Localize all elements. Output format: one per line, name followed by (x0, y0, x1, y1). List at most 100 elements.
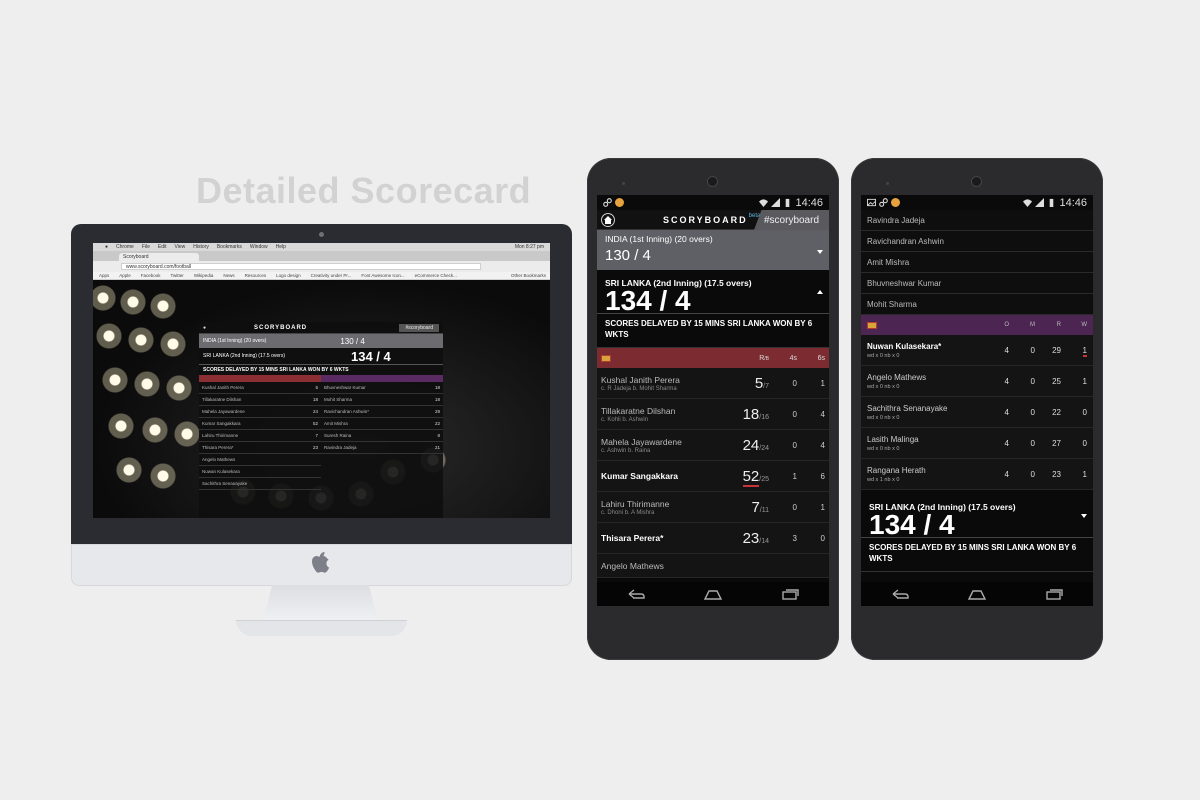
home-icon[interactable] (601, 212, 615, 227)
menu-item[interactable]: Chrome (116, 244, 134, 250)
table-row[interactable]: Kumar Sangakkara 52/25 1 6 (597, 461, 829, 492)
runs: 5 (315, 385, 318, 390)
hashtag-tab[interactable]: #scoryboard (754, 210, 829, 230)
table-row[interactable]: Lasith Malinga wd x 0 nb x 0 4 0 27 0 (861, 428, 1093, 459)
recents-icon[interactable] (1043, 587, 1065, 601)
list-item[interactable]: Amit Mishra (861, 252, 1093, 273)
table-row[interactable]: Lahiru Thirimanne c. Dhoni b. A Mishra 7/… (597, 492, 829, 523)
hashtag-tab[interactable]: #scoryboard (399, 323, 439, 332)
team2-innings-bar[interactable]: SRI LANKA (2nd Inning) (17.5 overs) 134 … (597, 270, 829, 315)
menubar-apple-icon[interactable]: ● (105, 244, 109, 250)
browser-tab-strip: Scoryboard (93, 251, 550, 261)
header-overs: O (1004, 322, 1009, 328)
table-row[interactable]: Nuwan Kulasekara* wd x 0 nb x 0 4 0 29 1 (861, 335, 1093, 366)
runs: 29 (1052, 345, 1061, 355)
team2-bar[interactable]: SRI LANKA (2nd Inning) (17.5 overs) 134 … (199, 348, 443, 365)
table-row[interactable]: Mohit Sharma 18 (321, 394, 443, 406)
bookmark-item[interactable]: Font Awesome Icon... (361, 273, 405, 278)
team1-bar[interactable]: INDIA (1st Inning) (20 overs) 130 / 4 (199, 334, 443, 348)
team2-innings-bar[interactable]: SRI LANKA (2nd Inning) (17.5 overs) 134 … (861, 494, 1093, 539)
table-row[interactable]: Rangana Herath wd x 1 nb x 0 4 0 23 1 (861, 459, 1093, 490)
table-row[interactable]: Amit Mishra 22 (321, 418, 443, 430)
menu-item[interactable]: File (141, 244, 150, 250)
address-bar[interactable]: www.scoryboard.com/football (121, 263, 481, 270)
bookmark-item[interactable]: Logo design (276, 273, 301, 278)
imac-device: ● Chrome File Edit View History Bookmark… (71, 224, 572, 586)
phone-camera (971, 176, 982, 187)
chevron-down-icon[interactable] (1081, 514, 1087, 518)
player-name: Kumar Sangakkara (202, 421, 241, 426)
player-name: Thisara Perera* (202, 445, 234, 450)
table-row[interactable]: Ravichandran Ashwin* 29 (321, 406, 443, 418)
dismissal: c. R Jadeja b. Mohit Sharma (601, 385, 677, 392)
browser-tab[interactable]: Scoryboard (119, 253, 199, 261)
team1-score: 130 / 4 (340, 336, 365, 346)
table-row[interactable]: Kumar Sangakkara 52 (199, 418, 321, 430)
table-row[interactable]: Angelo Mathews (597, 554, 829, 578)
table-row[interactable]: Thisara Perera* 23 (199, 442, 321, 454)
player-name: Lasith Malinga (867, 434, 919, 444)
menu-item[interactable]: Window (249, 244, 268, 250)
bookmark-item[interactable]: Wikipedia (193, 273, 214, 278)
table-row[interactable]: Angelo Mathews (199, 454, 321, 466)
phone-sensor (622, 182, 625, 185)
menu-item[interactable]: History (193, 244, 209, 250)
menu-item[interactable]: Help (275, 244, 286, 250)
header-maidens: M (1030, 322, 1035, 328)
table-row[interactable]: Bhuvneshwar Kumar 18 (321, 382, 443, 394)
table-row[interactable]: Kushal Janith Perera 5 (199, 382, 321, 394)
nav-home-icon[interactable] (966, 587, 988, 601)
menu-item[interactable]: Bookmarks (216, 244, 242, 250)
nav-home-icon[interactable] (702, 587, 724, 601)
bookmark-item[interactable]: Resources (244, 273, 267, 278)
sixes: 1 (820, 378, 825, 388)
table-row[interactable]: Sachithra Senanayake wd x 0 nb x 0 4 0 22… (861, 397, 1093, 428)
table-row[interactable]: Mahela Jayawardene 24 (199, 406, 321, 418)
runs: 7 (315, 433, 318, 438)
table-row[interactable]: Sachithra Senanayake (199, 478, 321, 490)
team-flag-icon (867, 321, 877, 329)
menu-item[interactable]: View (174, 244, 186, 250)
app-notification-icon (615, 198, 624, 207)
table-row[interactable]: Tillakaratne Dilshan c. Kohli b. Ashwin 1… (597, 399, 829, 430)
extras: wd x 1 nb x 0 (867, 476, 900, 483)
chevron-up-icon[interactable] (817, 290, 823, 294)
bookmark-item[interactable]: eCommerce Check... (414, 273, 457, 278)
player-name: Kushal Janith Perera (601, 374, 680, 385)
team2-label: SRI LANKA (2nd Inning) (17.5 overs) (605, 278, 752, 288)
bookmark-item[interactable]: Facebook (140, 273, 161, 278)
bookmark-item[interactable]: Other Bookmarks (510, 273, 546, 278)
recents-icon[interactable] (779, 587, 801, 601)
list-item[interactable]: Mohit Sharma (861, 294, 1093, 315)
table-row[interactable]: Kushal Janith Perera c. R Jadeja b. Mohit… (597, 368, 829, 399)
player-name: Angelo Mathews (601, 560, 664, 571)
table-row[interactable]: Mahela Jayawardene c. Ashwin b. Raina 24/… (597, 430, 829, 461)
player-name: Tillakaratne Dilshan (601, 405, 676, 416)
status-bar: 14:46 (597, 195, 829, 210)
table-row[interactable]: Angelo Mathews wd x 0 nb x 0 4 0 25 1 (861, 366, 1093, 397)
team1-innings-bar[interactable]: INDIA (1st Inning) (20 overs) 130 / 4 (597, 230, 829, 270)
bookmark-item[interactable]: Creativity under Pr... (310, 273, 352, 278)
bookmark-item[interactable]: Twitter (170, 273, 184, 278)
back-icon[interactable] (625, 587, 647, 601)
maidens: 0 (1030, 345, 1035, 355)
table-row[interactable]: Nuwan Kulasekara (199, 466, 321, 478)
runs: 52/25 (742, 467, 769, 487)
home-icon[interactable]: ● (203, 324, 207, 331)
table-row[interactable]: Tillakaratne Dilshan 18 (199, 394, 321, 406)
table-row[interactable]: Ravindra Jadeja 21 (321, 442, 443, 454)
list-item[interactable]: Bhuvneshwar Kumar (861, 273, 1093, 294)
app-notification-icon (891, 198, 900, 207)
chevron-down-icon[interactable] (817, 250, 823, 254)
bookmark-item[interactable]: Apple (119, 273, 131, 278)
menu-item[interactable]: Edit (157, 244, 167, 250)
desktop-screen: ● Chrome File Edit View History Bookmark… (93, 243, 550, 518)
table-row[interactable]: Thisara Perera* 23/14 3 0 (597, 523, 829, 554)
table-row[interactable]: Lahiru Thirimanne 7 (199, 430, 321, 442)
list-item[interactable]: Ravindra Jadeja (861, 210, 1093, 231)
back-icon[interactable] (889, 587, 911, 601)
bookmark-item[interactable]: News (223, 273, 235, 278)
bookmark-item[interactable]: Apps (99, 273, 110, 278)
list-item[interactable]: Ravichandran Ashwin (861, 231, 1093, 252)
table-row[interactable]: Suresh Raina 8 (321, 430, 443, 442)
